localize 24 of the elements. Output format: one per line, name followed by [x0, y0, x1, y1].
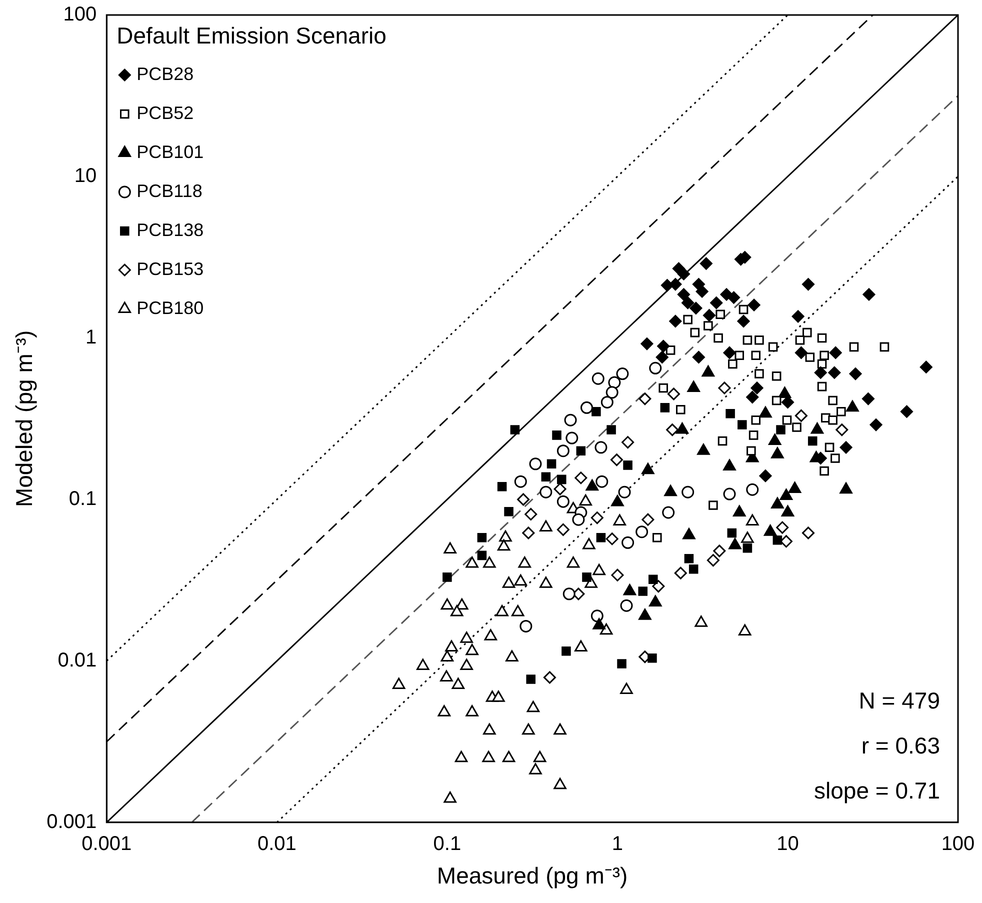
legend-label: PCB28	[136, 64, 194, 84]
legend-label: PCB52	[136, 102, 194, 123]
annotation: slope = 0.71	[814, 778, 940, 804]
y-tick-label: 10	[74, 164, 97, 187]
y-tick-label: 0.01	[58, 649, 97, 672]
legend-label: PCB138	[136, 220, 204, 240]
x-tick-label: 10	[776, 832, 799, 855]
y-tick-label: 1	[86, 326, 97, 348]
annotation: N = 479	[858, 688, 940, 714]
y-tick-label: 0.001	[46, 810, 97, 833]
x-axis-title: Measured (pg m⁻³)	[436, 862, 628, 889]
x-tick-label: 0.01	[257, 832, 296, 855]
legend-label: PCB180	[136, 298, 204, 318]
legend-label: PCB153	[136, 258, 204, 279]
y-tick-label: 0.1	[68, 488, 97, 510]
legend-title: Default Emission Scenario	[116, 22, 386, 48]
x-tick-label: 0.1	[433, 832, 462, 855]
legend-label: PCB101	[136, 142, 204, 162]
y-tick-label: 100	[63, 4, 97, 26]
legend-label: PCB118	[136, 180, 202, 201]
annotation: r = 0.63	[861, 732, 940, 759]
y-axis-title: Modeled (pg m⁻³)	[11, 330, 38, 508]
x-tick-label: 1	[612, 832, 624, 855]
x-tick-label: 100	[941, 832, 975, 855]
